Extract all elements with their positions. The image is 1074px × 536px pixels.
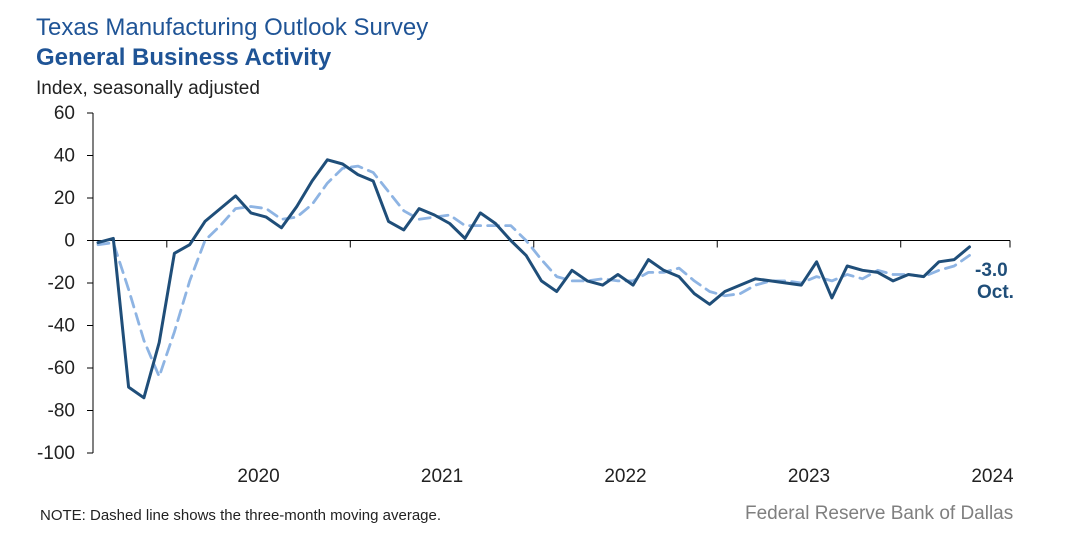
y-tick-label: -40 (48, 316, 75, 337)
moving-average-line (96, 164, 971, 378)
chart-source: Federal Reserve Bank of Dallas (745, 503, 1014, 524)
y-tick-label: 20 (54, 188, 75, 209)
chart-subtitle: General Business Activity (36, 44, 332, 71)
latest-value-label: -3.0 (975, 260, 1008, 281)
x-tick-label: 2022 (604, 466, 646, 487)
x-tick-label: 2023 (788, 466, 830, 487)
series-layer (96, 158, 971, 400)
chart-title: Texas Manufacturing Outlook Survey (36, 14, 429, 41)
y-tick-label: 40 (54, 146, 75, 167)
y-tick-label: 60 (54, 103, 75, 124)
y-tick-label: -60 (48, 358, 75, 379)
x-tick-label: 2020 (237, 466, 279, 487)
y-axis-label: Index, seasonally adjusted (36, 78, 260, 99)
y-tick-label: 0 (64, 231, 75, 252)
y-tick-label: -80 (48, 401, 75, 422)
x-tick-label: 2024 (971, 466, 1014, 487)
x-tick-label: 2021 (421, 466, 463, 487)
index-line (96, 158, 971, 400)
axes: 60 40 20 0 -20 -40 -60 -80 -100 2020 2021 2022 2023 2… (37, 103, 1014, 487)
chart-note: NOTE: Dashed line shows the three-month … (40, 507, 442, 524)
y-tick-label: -100 (37, 443, 75, 464)
latest-period-label: Oct. (977, 282, 1014, 303)
y-tick-label: -20 (48, 273, 75, 294)
